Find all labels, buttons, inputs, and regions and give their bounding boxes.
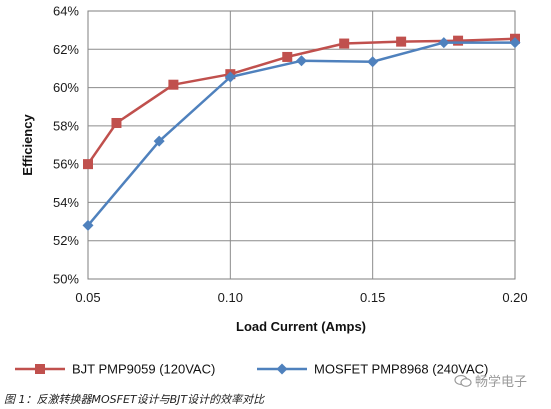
data-point (453, 35, 464, 46)
series-line (87, 41, 515, 227)
data-point (396, 36, 407, 47)
data-point (82, 219, 94, 231)
data-point (224, 71, 236, 83)
watermark-text: 畅学电子 (475, 375, 528, 390)
x-tick-label: 0.05 (75, 290, 100, 305)
y-tick-labels: 50% 52% 54% 56% 58% 60% 62% 64% (53, 4, 79, 287)
y-tick-label: 52% (53, 233, 79, 248)
legend-item: MOSFET PMP8968 (240VAC) (257, 362, 488, 377)
series-group (82, 33, 521, 231)
legend: BJT PMP9059 (120VAC) MOSFET PMP8968 (240V… (15, 362, 488, 377)
x-tick-label: 0.20 (502, 290, 527, 305)
y-axis-title: Efficiency (20, 114, 35, 176)
data-point (339, 38, 350, 49)
data-point (296, 55, 307, 67)
y-tick-label: 56% (53, 157, 79, 172)
y-tick-label: 62% (53, 42, 79, 57)
series-bjt (83, 33, 520, 170)
data-point (438, 37, 450, 49)
data-point (153, 135, 165, 147)
series-mosfet (82, 37, 521, 231)
legend-marker (35, 364, 45, 374)
figure-caption: 图 1：反激转换器MOSFET设计与BJT设计的效率对比 (4, 393, 265, 406)
legend-item: BJT PMP9059 (120VAC) (15, 362, 215, 377)
legend-label: MOSFET PMP8968 (240VAC) (314, 362, 488, 377)
x-axis-title: Load Current (Amps) (236, 319, 366, 334)
data-point (282, 51, 293, 62)
legend-label: BJT PMP9059 (120VAC) (72, 362, 215, 377)
y-tick-label: 64% (53, 4, 79, 19)
grid-lines (88, 11, 515, 279)
watermark: 畅学电子 (454, 371, 527, 390)
data-point (168, 79, 179, 90)
x-tick-label: 0.15 (360, 290, 385, 305)
y-tick-label: 58% (53, 118, 79, 133)
chat-bubbles-icon (454, 374, 472, 387)
legend-marker (276, 363, 288, 375)
plot-border (87, 10, 516, 280)
x-tick-labels: 0.05 0.10 0.15 0.20 (75, 290, 527, 305)
data-point (509, 37, 521, 49)
x-tick-label: 0.10 (218, 290, 243, 305)
y-tick-label: 54% (53, 195, 79, 210)
data-point (111, 117, 122, 128)
data-point (367, 56, 379, 68)
y-tick-label: 60% (53, 80, 79, 95)
y-tick-label: 50% (53, 272, 79, 287)
data-point (83, 159, 93, 170)
